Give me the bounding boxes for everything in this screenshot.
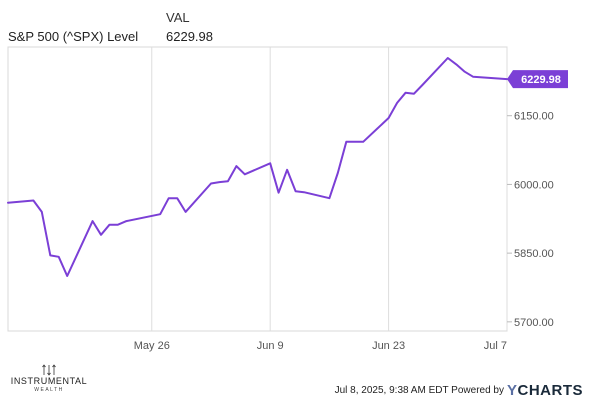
x-tick-label: Jul 7 (484, 340, 507, 352)
last-value-label: 6229.98 (521, 74, 561, 86)
ycharts-logo[interactable]: YCHARTS (507, 382, 583, 399)
footer: Jul 8, 2025, 9:38 AM EDT Powered by YCHA… (335, 382, 583, 399)
legend-series-label: S&P 500 (^SPX) Level (8, 29, 139, 44)
logo-arrows-icon (42, 364, 56, 376)
y-tick-label: 5850.00 (514, 248, 554, 260)
legend-column-header: VAL (166, 10, 190, 25)
instrumental-wealth-logo: INSTRUMENTAL WEALTH (8, 364, 90, 393)
ycharts-wordmark: CHARTS (517, 382, 583, 399)
last-value-badge (507, 70, 568, 89)
y-tick-label: 5700.00 (514, 317, 554, 329)
legend-series-value: 6229.98 (166, 29, 213, 44)
x-tick-label: Jun 9 (257, 340, 284, 352)
y-tick-label: 6000.00 (514, 179, 554, 191)
y-tick-label: 6150.00 (514, 111, 554, 123)
last-value-callout: 6229.98 (507, 70, 568, 89)
x-tick-label: May 26 (134, 340, 170, 352)
series-line (7, 57, 508, 277)
plot-frame (7, 46, 508, 332)
logo-name: INSTRUMENTAL (10, 376, 88, 386)
footer-timestamp: Jul 8, 2025, 9:38 AM EDT Powered by (334, 385, 504, 396)
x-tick-label: Jun 23 (372, 340, 405, 352)
logo-subtitle: WEALTH (34, 387, 64, 393)
ycharts-y-mark: Y (506, 382, 518, 399)
